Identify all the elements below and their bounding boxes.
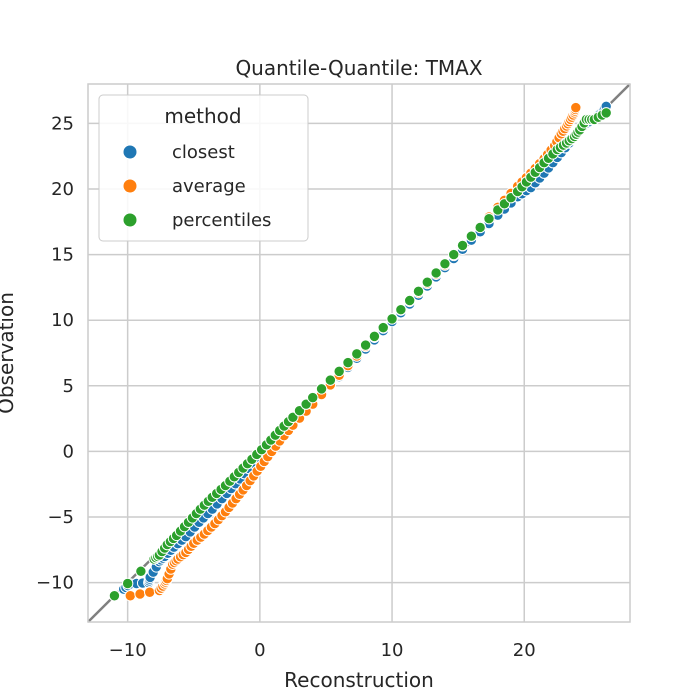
legend-label-average: average (172, 176, 246, 197)
point-percentiles (368, 330, 381, 343)
point-percentiles (377, 321, 389, 334)
y-tick-labels: −10 −5 0 5 10 15 20 25 (36, 113, 74, 593)
x-tick-labels: −10 0 10 20 (109, 640, 536, 661)
point-percentiles (421, 276, 434, 288)
legend-entries: closest average percentiles (122, 142, 271, 231)
point-percentiles (121, 577, 134, 590)
y-axis-label: Observation (0, 292, 18, 414)
point-percentiles (386, 313, 398, 325)
point-percentiles (333, 365, 345, 378)
chart-title: Quantile-Quantile: TMAX (235, 56, 482, 80)
point-percentiles (342, 356, 354, 369)
legend-title: method (164, 104, 241, 128)
point-average (570, 101, 582, 114)
point-percentiles (359, 339, 372, 351)
y-tick-label: 0 (63, 441, 74, 462)
point-percentiles (456, 239, 469, 252)
x-tick-label: 20 (513, 640, 536, 661)
legend-marker-closest (122, 144, 138, 160)
point-percentiles (412, 285, 425, 298)
point-percentiles (351, 348, 363, 360)
y-tick-label: 10 (51, 310, 74, 331)
legend-marker-percentiles (122, 212, 138, 228)
data-points (108, 100, 612, 602)
point-average (134, 588, 146, 600)
x-tick-label: 10 (381, 640, 404, 661)
legend-box (98, 94, 309, 242)
plot-frame (87, 83, 631, 623)
y-tick-label: 25 (51, 113, 74, 134)
legend: method closest average percentiles (98, 94, 309, 242)
point-percentiles (465, 230, 478, 242)
point-percentiles (430, 267, 442, 279)
point-percentiles (135, 565, 147, 577)
point-percentiles (448, 248, 460, 261)
legend-marker-average (122, 178, 138, 194)
point-percentiles (439, 258, 451, 270)
y-tick-label: 5 (63, 376, 74, 397)
y-tick-label: −10 (36, 573, 74, 594)
legend-label-percentiles: percentiles (172, 210, 271, 231)
series-percentiles (108, 107, 612, 602)
point-percentiles (600, 107, 612, 119)
y-tick-label: −5 (47, 507, 74, 528)
point-percentiles (474, 221, 486, 234)
series-average (124, 101, 582, 602)
point-average (124, 590, 137, 602)
point-percentiles (108, 590, 121, 602)
point-percentiles (403, 294, 416, 307)
x-tick-label: 0 (254, 640, 265, 661)
grid (88, 84, 630, 622)
x-tick-label: −10 (109, 640, 147, 661)
point-average (143, 586, 156, 598)
y-tick-label: 20 (51, 179, 74, 200)
point-percentiles (315, 383, 328, 395)
legend-label-closest: closest (172, 142, 235, 163)
x-axis-label: Reconstruction (284, 668, 434, 692)
point-percentiles (395, 303, 407, 316)
point-percentiles (324, 374, 337, 386)
y-tick-label: 15 (51, 245, 74, 266)
point-percentiles (307, 391, 319, 404)
point-percentiles (483, 213, 495, 225)
